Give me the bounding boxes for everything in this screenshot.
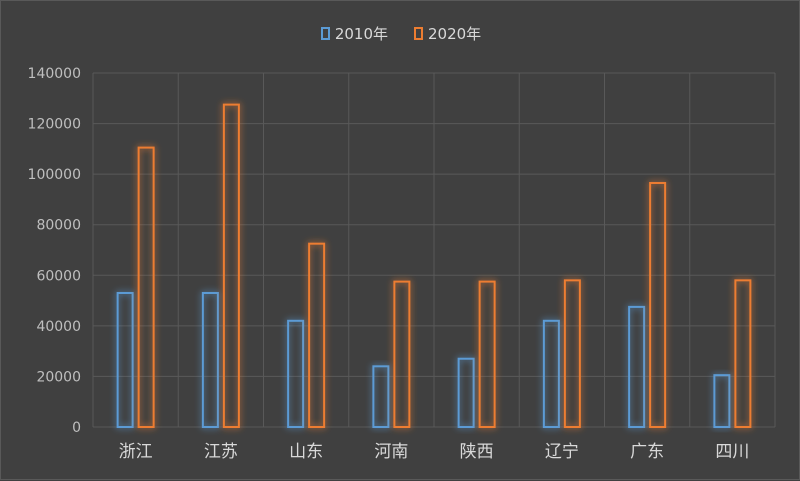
- legend: 2010年 2020年: [1, 23, 800, 44]
- bar-2020-5: [563, 279, 581, 429]
- y-tick-label: 20000: [36, 369, 81, 385]
- y-tick-label: 0: [72, 420, 81, 436]
- y-tick-label: 120000: [28, 117, 81, 133]
- x-tick-label: 辽宁: [545, 442, 579, 462]
- bar-2020-7: [734, 279, 752, 429]
- legend-label-2010: 2010年: [334, 25, 388, 43]
- legend-label-2020: 2020年: [428, 25, 482, 43]
- legend-item-2020: 2020年: [414, 23, 481, 44]
- bar-2010-7: [713, 374, 731, 428]
- x-tick-label: 广东: [630, 442, 664, 462]
- legend-swatch-2010: [320, 27, 330, 40]
- y-tick-label: 100000: [28, 167, 81, 183]
- bar-2020-3: [393, 280, 411, 428]
- x-tick-label: 江苏: [204, 442, 238, 462]
- bar-2020-1: [222, 103, 240, 428]
- x-tick-label: 陕西: [460, 442, 494, 462]
- bar-2020-2: [308, 242, 326, 428]
- y-tick-label: 140000: [28, 66, 81, 82]
- bar-2010-5: [542, 319, 560, 428]
- legend-item-2010: 2010年: [320, 23, 388, 44]
- y-tick-label: 60000: [36, 268, 81, 284]
- x-tick-label: 四川: [715, 442, 749, 462]
- y-tick-label: 40000: [36, 319, 81, 335]
- bar-2010-1: [201, 291, 219, 428]
- bar-2010-3: [372, 365, 390, 429]
- bar-2010-4: [457, 357, 475, 429]
- bar-2010-2: [287, 319, 305, 428]
- bar-2020-4: [478, 280, 496, 428]
- bar-2010-6: [628, 305, 646, 428]
- bar-2020-6: [649, 181, 667, 428]
- bar-2020-0: [137, 146, 155, 428]
- legend-swatch-2020: [414, 27, 423, 40]
- x-tick-label: 浙江: [119, 442, 153, 462]
- x-tick-label: 河南: [374, 442, 408, 462]
- x-tick-label: 山东: [289, 442, 323, 462]
- bar-2010-0: [116, 291, 134, 428]
- y-tick-label: 80000: [36, 218, 81, 234]
